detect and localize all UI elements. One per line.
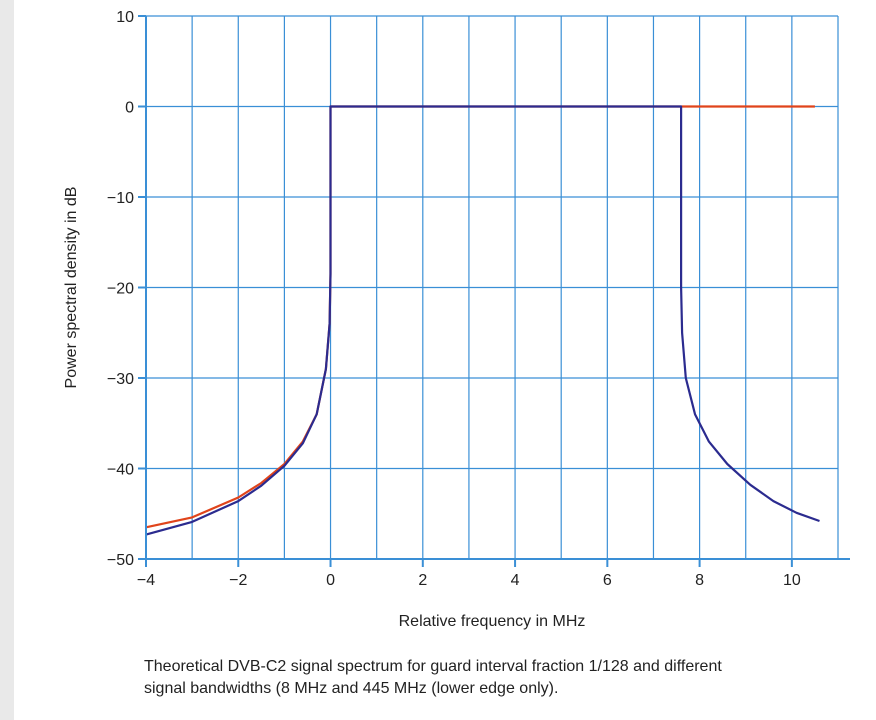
chart-series [145,105,820,536]
y-tick-label: 10 [116,9,134,26]
y-tick-label: −10 [107,190,134,207]
y-axis-title: Power spectral density in dB [63,187,80,389]
y-tick-label: −30 [107,371,134,388]
x-tick-label: 0 [326,572,335,589]
x-axis-title: Relative frequency in MHz [399,613,586,630]
y-tick-label: −50 [107,552,134,569]
figure-caption: Theoretical DVB-C2 signal spectrum for g… [144,656,864,700]
y-tick-label: −40 [107,462,134,479]
series-line [145,105,820,536]
x-tick-label: 10 [783,572,801,589]
caption-line-2: signal bandwidths (8 MHz and 445 MHz (lo… [144,680,559,697]
y-tick-label: −20 [107,281,134,298]
x-tick-label: −2 [229,572,247,589]
x-tick-label: 4 [511,572,520,589]
x-tick-label: 2 [418,572,427,589]
x-tick-label: 6 [603,572,612,589]
y-tick-label: 0 [125,100,134,117]
caption-line-1: Theoretical DVB-C2 signal spectrum for g… [144,658,722,675]
x-tick-label: 8 [695,572,704,589]
figure-card: −4 −2 0 2 4 6 8 10 −50 −40 −30 −20 −10 0 10 Relative f… [14,0,876,720]
chart-axes [138,15,850,567]
series-line [145,105,815,529]
x-tick-label: −4 [137,572,155,589]
chart-grid [146,15,839,560]
